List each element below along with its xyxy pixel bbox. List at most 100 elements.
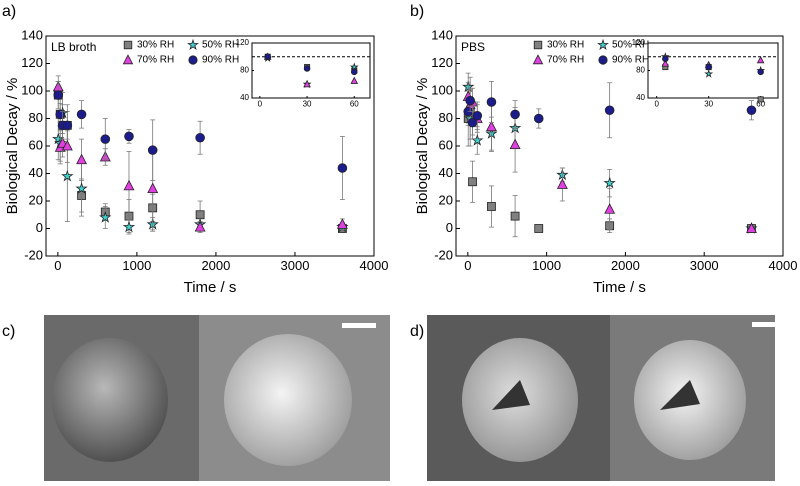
x-axis-label: Time / s (184, 279, 237, 296)
marker (757, 68, 764, 76)
legend-label: 70% RH (547, 55, 584, 66)
x-tick-label: 0 (258, 100, 263, 109)
y-tick-label: 120 (236, 38, 250, 47)
marker (486, 97, 497, 107)
y-axis-label: Biological Decay / % (4, 78, 21, 215)
x-tick-label: 60 (350, 100, 359, 109)
marker (485, 120, 497, 132)
x-tick-label: 4000 (769, 258, 798, 273)
marker (337, 163, 348, 173)
marker (123, 40, 133, 50)
y-tick-label: 40 (29, 165, 43, 180)
y-tick-label: -20 (434, 247, 453, 262)
x-tick-label: 60 (756, 100, 765, 109)
marker (533, 40, 543, 50)
marker (147, 145, 158, 155)
panel-label: b) (410, 3, 424, 20)
x-tick-label: 30 (303, 100, 312, 109)
x-tick-label: 30 (704, 100, 713, 109)
panel-label: c) (2, 323, 15, 340)
marker (598, 55, 608, 65)
y-tick-label: 140 (431, 27, 453, 42)
marker (351, 68, 358, 76)
marker (661, 59, 670, 67)
marker (122, 54, 134, 65)
x-axis-label: Time / s (593, 279, 646, 296)
marker (662, 55, 669, 63)
marker (147, 182, 159, 194)
image-d (427, 315, 785, 481)
marker (604, 203, 616, 214)
marker (195, 132, 205, 143)
marker (509, 138, 521, 150)
y-tick-label: 80 (240, 66, 249, 75)
marker (100, 134, 111, 144)
marker (350, 76, 359, 84)
marker (510, 109, 520, 120)
marker (746, 105, 757, 116)
marker (534, 224, 544, 233)
marker (487, 202, 496, 211)
marker (465, 95, 475, 106)
marker (99, 211, 112, 223)
x-tick-label: 0 (54, 258, 61, 273)
legend-label: 30% RH (137, 40, 174, 51)
plot-frame (455, 35, 784, 257)
marker (756, 55, 765, 64)
x-tick-label: 0 (464, 258, 471, 273)
marker (468, 177, 477, 187)
marker (62, 120, 73, 131)
panel-label: a) (2, 3, 16, 20)
legend-label: 30% RH (547, 40, 584, 51)
marker (303, 80, 311, 88)
marker (705, 63, 712, 71)
marker (349, 62, 359, 71)
x-tick-label: 3000 (281, 258, 310, 273)
marker (76, 109, 87, 120)
annotation: LB broth (51, 40, 96, 54)
marker (52, 132, 65, 145)
marker (597, 38, 609, 51)
x-tick-label: 2000 (611, 258, 640, 273)
annotation: PBS (461, 40, 485, 54)
y-tick-label: 20 (439, 192, 453, 207)
marker (303, 65, 311, 72)
marker (53, 90, 64, 100)
legend-label: 50% RH (612, 40, 649, 51)
marker (336, 218, 348, 229)
y-tick-label: 80 (439, 110, 453, 125)
y-tick-label: 120 (21, 55, 43, 70)
marker (76, 153, 88, 165)
y-tick-label: 40 (636, 93, 645, 102)
marker (704, 69, 714, 78)
marker (556, 178, 568, 189)
marker (533, 113, 544, 124)
y-tick-label: 100 (21, 82, 43, 97)
marker (122, 220, 136, 233)
x-tick-label: 2000 (201, 258, 230, 273)
y-tick-label: 80 (636, 66, 645, 75)
y-tick-label: 20 (29, 192, 43, 207)
image-c (44, 315, 390, 481)
marker (603, 176, 616, 189)
y-tick-label: 120 (431, 55, 453, 70)
y-tick-label: 140 (21, 27, 43, 42)
x-tick-label: 3000 (690, 258, 719, 273)
panel-label: d) (410, 323, 424, 340)
marker (187, 38, 199, 51)
plot-frame (45, 35, 375, 257)
y-axis-label: Biological Decay / % (414, 78, 431, 215)
y-tick-label: 80 (29, 110, 43, 125)
marker (75, 182, 88, 194)
marker (188, 55, 198, 65)
y-tick-label: 60 (29, 137, 43, 152)
y-tick-label: 100 (431, 82, 453, 97)
legend-label: 90% RH (612, 55, 649, 66)
marker (124, 131, 134, 142)
y-tick-label: 120 (632, 38, 646, 47)
x-tick-label: 1000 (532, 258, 561, 273)
y-tick-label: -20 (24, 247, 43, 262)
marker (123, 179, 135, 191)
y-tick-label: 40 (439, 165, 453, 180)
